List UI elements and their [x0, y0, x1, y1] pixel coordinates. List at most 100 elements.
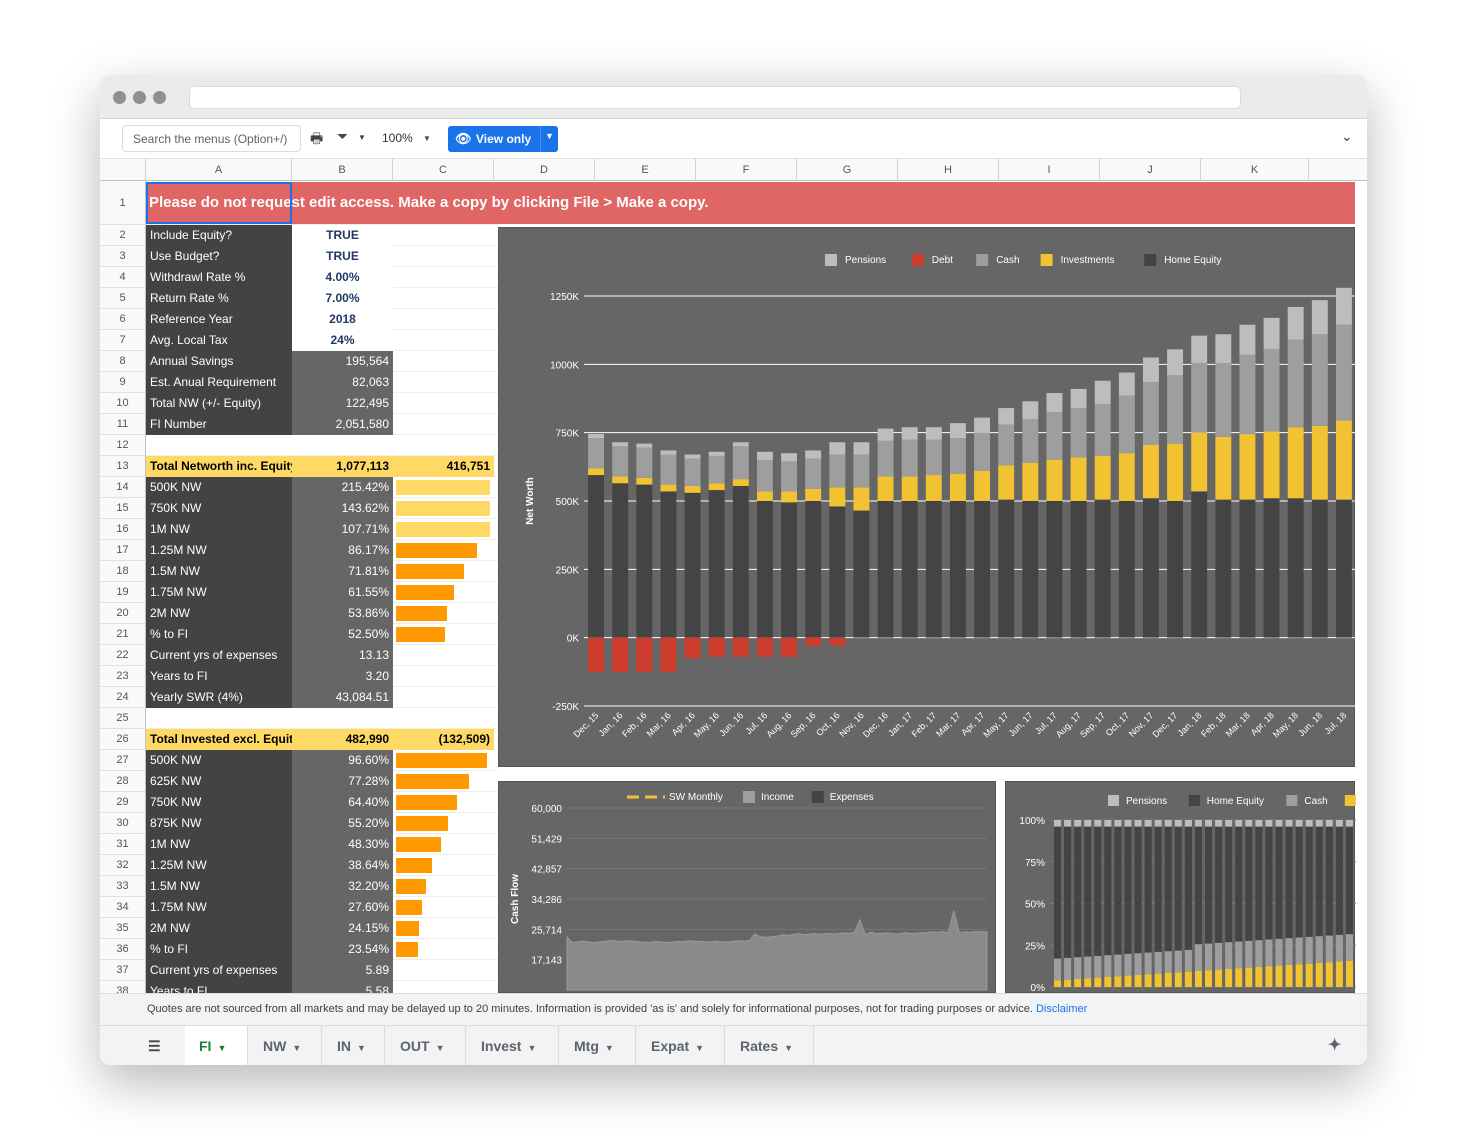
value-cell[interactable]: 53.86% [292, 603, 393, 624]
label-cell[interactable]: 750K NW [146, 498, 292, 519]
view-only-button[interactable]: 👁 View only ▼ [448, 126, 558, 152]
select-all-corner[interactable] [100, 159, 146, 181]
row-header-34[interactable]: 34 [100, 897, 146, 918]
label-cell[interactable]: % to FI [146, 939, 292, 960]
label-cell[interactable]: 875K NW [146, 813, 292, 834]
label-cell[interactable]: 1M NW [146, 519, 292, 540]
value-cell[interactable]: TRUE [292, 246, 393, 267]
delta-cell[interactable]: (132,509) [393, 729, 494, 750]
label-cell[interactable]: Reference Year [146, 309, 292, 330]
value-cell[interactable]: 61.55% [292, 582, 393, 603]
zoom-select[interactable]: 100% [382, 131, 413, 145]
row-header-33[interactable]: 33 [100, 876, 146, 897]
value-cell[interactable]: 3.20 [292, 666, 393, 687]
row-header-3[interactable]: 3 [100, 246, 146, 267]
label-cell[interactable]: 1.5M NW [146, 561, 292, 582]
close-dot[interactable] [113, 91, 126, 104]
minimize-dot[interactable] [133, 91, 146, 104]
maximize-dot[interactable] [153, 91, 166, 104]
label-cell[interactable]: 750K NW [146, 792, 292, 813]
value-cell[interactable]: 96.60% [292, 750, 393, 771]
row-header-24[interactable]: 24 [100, 687, 146, 708]
cash-flow-chart[interactable]: 60,000 51,429 42,857 34,286 25,714 17,143 Cash… [498, 781, 996, 993]
label-cell[interactable]: Return Rate % [146, 288, 292, 309]
label-cell[interactable]: Use Budget? [146, 246, 292, 267]
filter-icon[interactable]: ⏷ [337, 128, 349, 144]
value-cell[interactable]: 38.64% [292, 855, 393, 876]
label-cell[interactable]: Total Invested excl. Equity [146, 729, 292, 750]
row-header-16[interactable]: 16 [100, 519, 146, 540]
row-header-32[interactable]: 32 [100, 855, 146, 876]
label-cell[interactable]: Annual Savings [146, 351, 292, 372]
tab-expat[interactable]: Expat ▼ [637, 1026, 725, 1065]
tab-in[interactable]: IN ▼ [323, 1026, 385, 1065]
row-header-30[interactable]: 30 [100, 813, 146, 834]
label-cell[interactable]: Current yrs of expenses [146, 960, 292, 981]
tab-fi[interactable]: FI ▼ [185, 1026, 248, 1065]
composition-chart[interactable]: 100% 75% 50% 25% 0% Pensions Home Equity Cash [1005, 781, 1356, 993]
label-cell[interactable]: 625K NW [146, 771, 292, 792]
row-header-21[interactable]: 21 [100, 624, 146, 645]
row-header-28[interactable]: 28 [100, 771, 146, 792]
print-icon[interactable]: 🖶 [310, 130, 324, 146]
label-cell[interactable]: Yearly SWR (4%) [146, 687, 292, 708]
tab-mtg[interactable]: Mtg ▼ [560, 1026, 636, 1065]
value-cell[interactable]: 107.71% [292, 519, 393, 540]
value-cell[interactable]: 52.50% [292, 624, 393, 645]
column-header-h[interactable]: H [898, 159, 999, 181]
row-header-18[interactable]: 18 [100, 561, 146, 582]
value-cell[interactable]: 32.20% [292, 876, 393, 897]
row-header-29[interactable]: 29 [100, 792, 146, 813]
row-header-14[interactable]: 14 [100, 477, 146, 498]
row-header-19[interactable]: 19 [100, 582, 146, 603]
value-cell[interactable]: 143.62% [292, 498, 393, 519]
view-only-dropdown-icon[interactable]: ▼ [545, 131, 554, 141]
column-header-g[interactable]: G [797, 159, 898, 181]
row-header-22[interactable]: 22 [100, 645, 146, 666]
column-header-i[interactable]: I [999, 159, 1100, 181]
value-cell[interactable]: 195,564 [292, 351, 393, 372]
column-header-c[interactable]: C [393, 159, 494, 181]
tab-invest[interactable]: Invest ▼ [467, 1026, 559, 1065]
value-cell[interactable]: 5.58 [292, 981, 393, 993]
row-header-10[interactable]: 10 [100, 393, 146, 414]
label-cell[interactable]: 1.25M NW [146, 855, 292, 876]
value-cell[interactable]: 71.81% [292, 561, 393, 582]
label-cell[interactable]: Include Equity? [146, 225, 292, 246]
tab-out[interactable]: OUT ▼ [386, 1026, 466, 1065]
value-cell[interactable]: 48.30% [292, 834, 393, 855]
tab-nw[interactable]: NW ▼ [249, 1026, 322, 1065]
column-header-j[interactable]: J [1100, 159, 1201, 181]
label-cell[interactable]: Total NW (+/- Equity) [146, 393, 292, 414]
sheet-grid[interactable]: Please do not request edit access. Make … [100, 181, 1367, 993]
row-header-11[interactable]: 11 [100, 414, 146, 435]
row-header-8[interactable]: 8 [100, 351, 146, 372]
row-header-38[interactable]: 38 [100, 981, 146, 993]
delta-cell[interactable]: 416,751 [393, 456, 494, 477]
row-header-12[interactable]: 12 [100, 435, 146, 456]
label-cell[interactable]: 2M NW [146, 603, 292, 624]
value-cell[interactable]: 215.42% [292, 477, 393, 498]
row-header-36[interactable]: 36 [100, 939, 146, 960]
explore-icon[interactable]: ✦ [1328, 1037, 1342, 1054]
value-cell[interactable]: 23.54% [292, 939, 393, 960]
row-header-23[interactable]: 23 [100, 666, 146, 687]
label-cell[interactable]: FI Number [146, 414, 292, 435]
label-cell[interactable]: Avg. Local Tax [146, 330, 292, 351]
value-cell[interactable]: 86.17% [292, 540, 393, 561]
label-cell[interactable]: 500K NW [146, 477, 292, 498]
chevron-down-icon[interactable]: ⌄ [1341, 128, 1353, 144]
row-header-25[interactable]: 25 [100, 708, 146, 729]
label-cell[interactable]: 1.75M NW [146, 897, 292, 918]
search-menus-input[interactable]: Search the menus (Option+/) [122, 125, 301, 152]
disclaimer-link[interactable]: Disclaimer [1035, 1003, 1088, 1015]
column-header-f[interactable]: F [696, 159, 797, 181]
label-cell[interactable]: 500K NW [146, 750, 292, 771]
label-cell[interactable]: 2M NW [146, 918, 292, 939]
value-cell[interactable]: 13.13 [292, 645, 393, 666]
all-sheets-menu-icon[interactable]: ☰ [148, 1038, 161, 1054]
label-cell[interactable]: 1.5M NW [146, 876, 292, 897]
label-cell[interactable]: Years to FI [146, 666, 292, 687]
label-cell[interactable]: 1.25M NW [146, 540, 292, 561]
row-header-5[interactable]: 5 [100, 288, 146, 309]
